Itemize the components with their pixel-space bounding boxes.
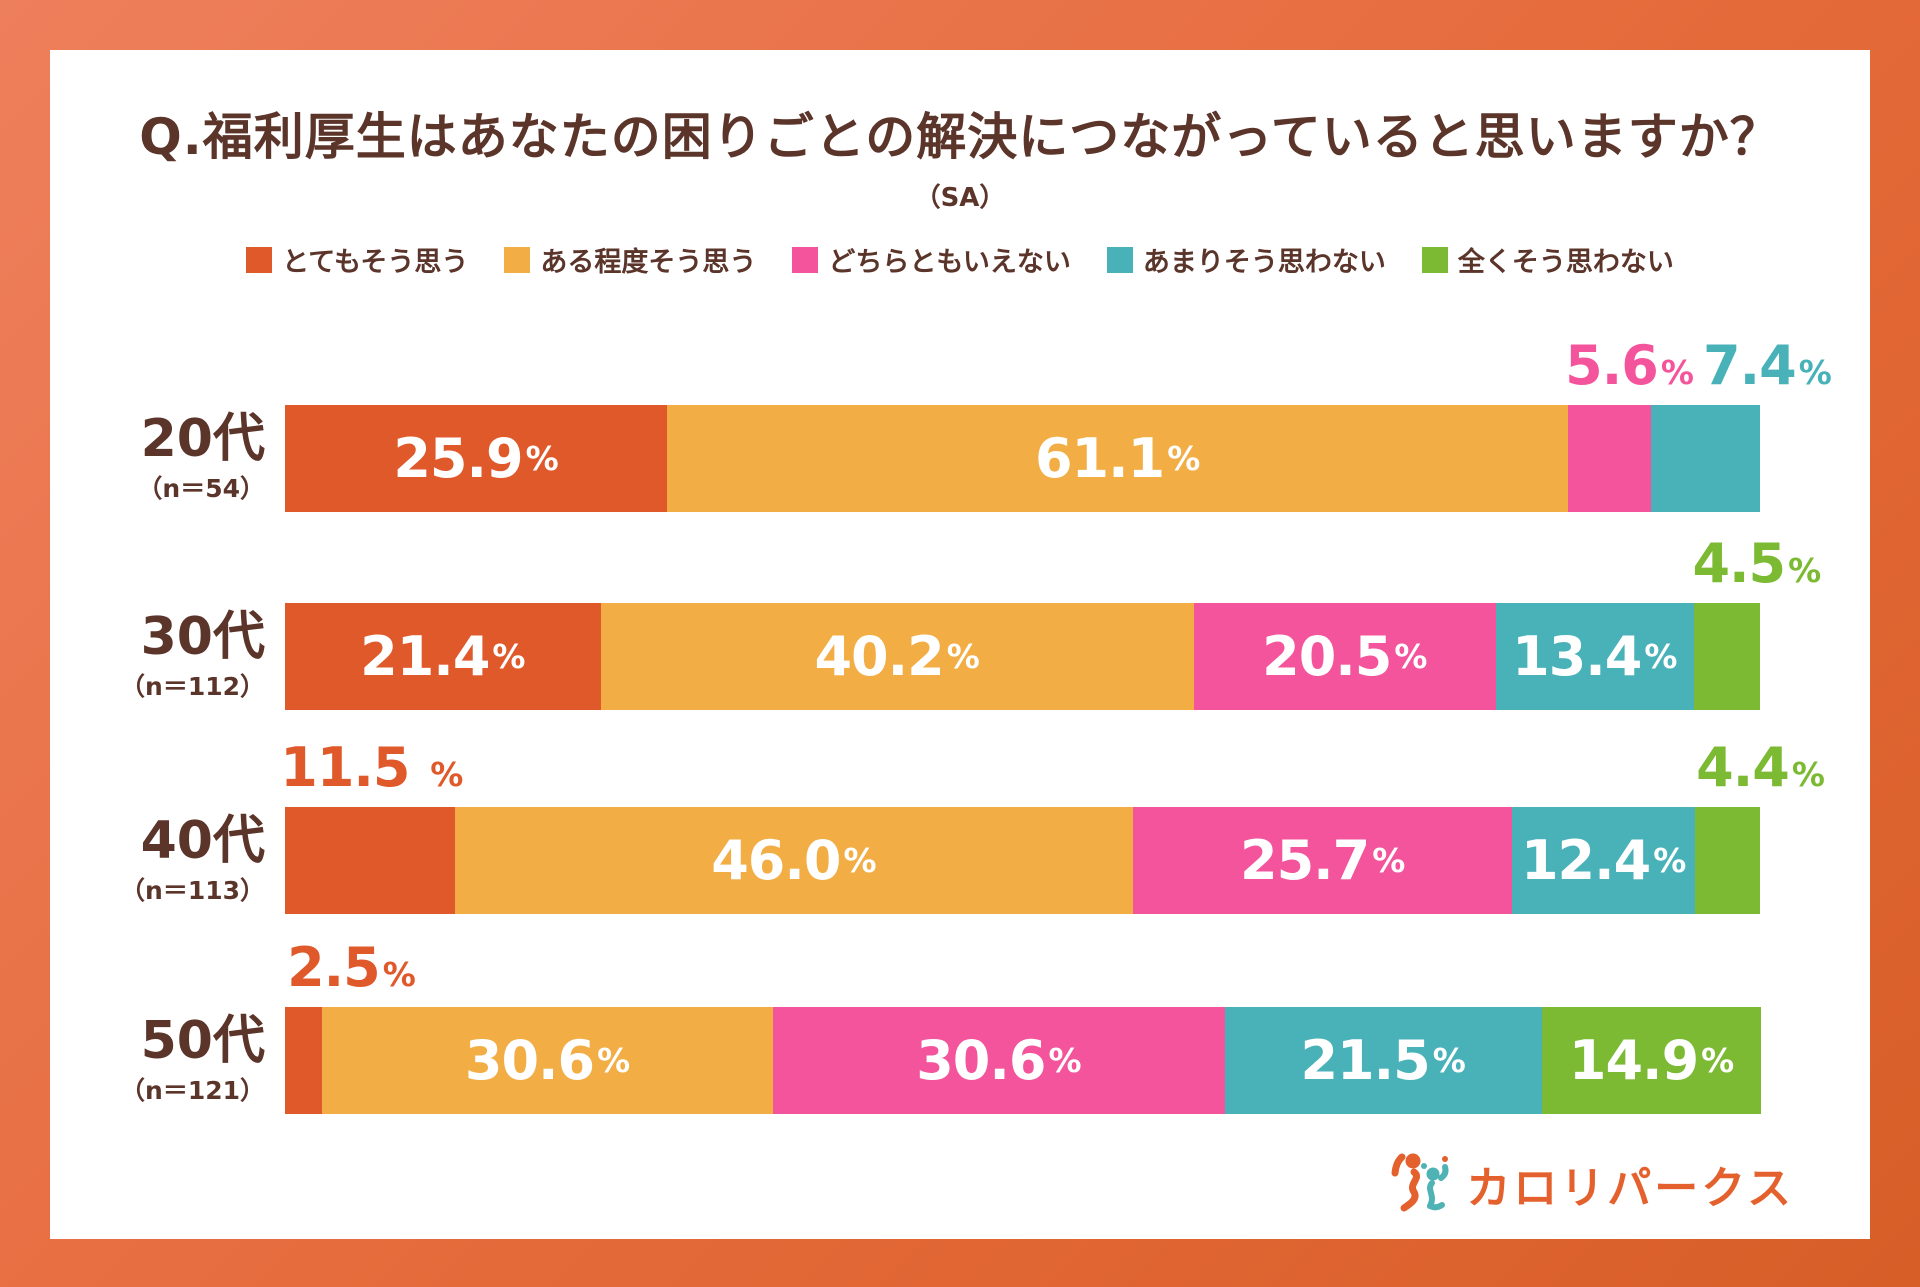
legend-item: ある程度そう思う (504, 240, 756, 279)
legend-swatch-icon (246, 246, 273, 273)
legend-label: とてもそう思う (282, 247, 469, 278)
legend-item: とてもそう思う (246, 240, 468, 279)
row-sample-size-label: （n＝113） (120, 875, 265, 905)
infographic-card: Q.福利厚生はあなたの困りごとの解決につながっていると思いますか？ （SA） と… (50, 50, 1870, 1239)
row-category-label: 20代 (140, 409, 265, 470)
legend-item: どちらともいえない (792, 240, 1071, 279)
segment-value-label: 13.4% (1512, 625, 1678, 688)
stacked-bar: 30.6% 30.6% 21.5% 14.9% (285, 1007, 1762, 1114)
bar-segment: 21.4% (285, 603, 601, 710)
row-category-label: 50代 (140, 1011, 265, 1072)
segment-callout-label: 2.5% (287, 936, 416, 999)
bar-row: 20代 （n＝54） 5.6% 7.4% 25.9% 61.1% (50, 339, 1870, 512)
bar-segment: 61.1% (667, 405, 1569, 512)
segment-value-label: 12.4% (1520, 829, 1687, 892)
bar-row: 40代 （n＝113） 11.5 % 4.4% 46.0% 25.7% 12.4% (50, 741, 1870, 914)
legend-swatch-icon (504, 246, 531, 273)
row-category: 50代 （n＝121） (50, 1007, 265, 1114)
row-sample-size-label: （n＝112） (120, 671, 265, 701)
stacked-bar: 21.4% 40.2% 20.5% 13.4% (285, 603, 1760, 710)
segment-value-label: 25.9% (393, 427, 559, 490)
logo: カロリパークス (1388, 1151, 1794, 1217)
segment-callout-label: 5.6% (1565, 334, 1694, 397)
bar-segment: 13.4% (1495, 603, 1694, 710)
legend-item: 全くそう思わない (1421, 240, 1674, 279)
bar-segment (1650, 405, 1760, 512)
legend-swatch-icon (1106, 246, 1133, 273)
bar-segment: 30.6% (773, 1007, 1225, 1114)
legend-label: ある程度そう思う (540, 247, 757, 278)
legend-swatch-icon (1421, 246, 1448, 273)
bar-segment: 40.2% (600, 603, 1194, 710)
segment-value-label: 21.5% (1300, 1029, 1466, 1092)
row-category: 30代 （n＝112） (50, 603, 265, 710)
row-category-label: 30代 (140, 607, 265, 668)
legend-swatch-icon (792, 246, 819, 273)
bar-segment: 14.9% (1541, 1007, 1762, 1114)
bar-row: 50代 （n＝121） 2.5% 30.6% 30.6% 21.5% 14.9% (50, 941, 1870, 1114)
bar-row: 30代 （n＝112） 4.5% 21.4% 40.2% 20.5% 13.4% (50, 537, 1870, 710)
bar-segment: 25.7% (1133, 807, 1513, 914)
logo-icon (1388, 1151, 1452, 1217)
row-category: 20代 （n＝54） (50, 405, 265, 512)
segment-value-label: 20.5% (1262, 625, 1428, 688)
segment-value-label: 14.9% (1568, 1029, 1735, 1092)
row-sample-size-label: （n＝54） (137, 473, 265, 503)
segment-callout-label: 4.5% (1692, 532, 1822, 595)
legend-label: あまりそう思わない (1142, 247, 1386, 278)
bar-segment (1695, 807, 1760, 914)
segment-value-label: 30.6% (916, 1029, 1082, 1092)
bar-segment (285, 807, 455, 914)
question-type-label: （SA） (914, 183, 1006, 213)
segment-callout-label: 4.4% (1696, 736, 1825, 799)
bar-segment: 21.5% (1224, 1007, 1542, 1114)
legend-label: 全くそう思わない (1457, 247, 1674, 278)
segment-value-label: 46.0% (711, 829, 877, 892)
stacked-bar: 46.0% 25.7% 12.4% (285, 807, 1760, 914)
segment-callout-label: 7.4% (1703, 334, 1832, 397)
bar-segment (1568, 405, 1651, 512)
stacked-bar: 25.9% 61.1% (285, 405, 1760, 512)
bar-segment (285, 1007, 322, 1114)
segment-callout-label: 11.5 % (280, 736, 464, 799)
bar-segment (1693, 603, 1760, 710)
segment-value-label: 40.2% (814, 625, 980, 688)
row-category: 40代 （n＝113） (50, 807, 265, 914)
row-category-label: 40代 (140, 811, 265, 872)
segment-value-label: 25.7% (1240, 829, 1406, 892)
row-sample-size-label: （n＝121） (120, 1075, 265, 1105)
chart: 20代 （n＝54） 5.6% 7.4% 25.9% 61.1% 30代 （n＝112） 4.5… (50, 50, 1870, 1239)
bar-segment: 30.6% (321, 1007, 774, 1114)
logo-wordmark: カロリパークス (1466, 1163, 1794, 1214)
legend-item: あまりそう思わない (1106, 240, 1386, 279)
legend: とてもそう思う ある程度そう思う どちらともいえない あまりそう思わない 全くそう思わな… (50, 240, 1870, 279)
segment-value-label: 30.6% (464, 1029, 631, 1092)
segment-value-label: 61.1% (1034, 427, 1201, 490)
bar-segment: 25.9% (285, 405, 668, 512)
bar-segment: 12.4% (1512, 807, 1696, 914)
segment-value-label: 21.4% (360, 625, 526, 688)
legend-label: どちらともいえない (828, 247, 1071, 278)
bar-segment: 20.5% (1193, 603, 1496, 710)
bar-segment: 46.0% (454, 807, 1134, 914)
page-title: Q.福利厚生はあなたの困りごとの解決につながっていると思いますか？ (139, 108, 1781, 166)
